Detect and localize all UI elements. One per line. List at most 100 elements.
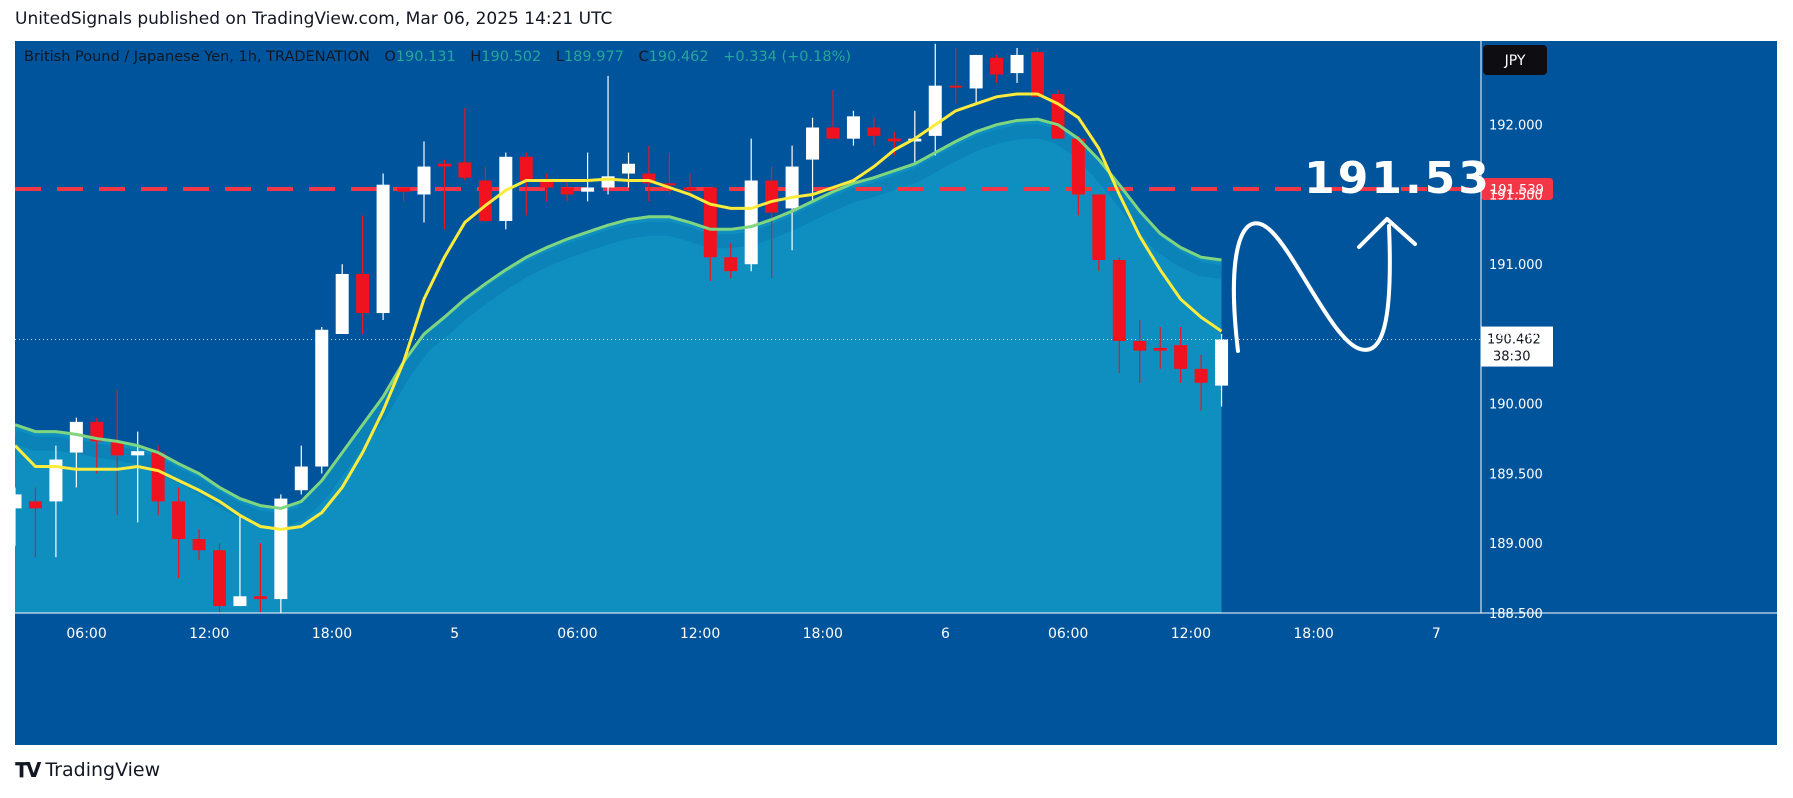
candle: [335, 264, 349, 334]
open-label: O: [384, 49, 395, 65]
close-value: 190.462: [649, 49, 709, 65]
ema-fast-line: [15, 92, 1223, 531]
candle-body: [969, 54, 983, 89]
candle-body: [662, 183, 676, 186]
candle: [28, 487, 42, 558]
currency-badge[interactable]: JPY: [1483, 45, 1547, 75]
close-label: C: [639, 49, 649, 65]
candle-body: [1133, 340, 1147, 351]
candle: [172, 487, 186, 579]
chart-legend: British Pound / Japanese Yen, 1h, TRADEN…: [24, 49, 851, 65]
candle-body: [417, 166, 431, 195]
x-tick-label: 12:00: [1171, 626, 1211, 642]
candle: [1194, 354, 1208, 411]
candle: [744, 138, 758, 272]
candle-body: [887, 138, 901, 142]
candle: [1051, 89, 1065, 139]
candle: [581, 152, 595, 202]
candle-body: [683, 187, 697, 191]
candle: [192, 529, 206, 560]
candle: [15, 487, 22, 547]
candle-body: [335, 273, 349, 334]
candle-body: [397, 187, 411, 192]
candle-body: [990, 57, 1004, 75]
candle-body: [213, 550, 226, 607]
candle-body: [601, 176, 615, 188]
x-tick-label: 18:00: [312, 626, 352, 642]
x-tick-label: 06:00: [66, 626, 106, 642]
candle: [867, 117, 881, 146]
candle: [315, 327, 329, 474]
open-value: 190.131: [396, 49, 456, 65]
x-tick-label: 06:00: [557, 626, 597, 642]
candle: [376, 173, 390, 321]
candle-body: [1153, 347, 1167, 351]
candle-body: [581, 187, 595, 192]
candle: [642, 145, 656, 202]
candle: [437, 159, 451, 230]
candle: [806, 117, 820, 202]
candle: [560, 180, 574, 202]
x-tick-label: 6: [941, 626, 950, 642]
candle-body: [253, 596, 267, 600]
candle: [826, 89, 840, 139]
candle: [356, 215, 370, 334]
candle-body: [1112, 260, 1126, 341]
candle: [990, 54, 1004, 83]
x-tick-label: 12:00: [189, 626, 229, 642]
arrow-head: [1357, 217, 1417, 249]
projection-curve: [1231, 221, 1392, 353]
candle: [69, 417, 83, 488]
low-label: L: [556, 49, 564, 65]
candle-body: [151, 452, 165, 502]
candle: [1153, 327, 1167, 369]
change-value: +0.334 (+0.18%): [723, 49, 851, 65]
candle-body: [1010, 54, 1024, 74]
candle-body: [356, 273, 370, 314]
candle-body: [458, 162, 472, 178]
cloud-area: [15, 119, 1222, 613]
candle: [969, 54, 983, 104]
candle: [949, 47, 963, 104]
candle-body: [703, 187, 717, 258]
symbol-label: British Pound / Japanese Yen, 1h, TRADEN…: [24, 49, 370, 65]
candle: [253, 543, 267, 613]
candle-body: [274, 498, 288, 600]
candle: [765, 166, 779, 279]
price-chart[interactable]: 191.539 190.462 38:30 191.53 British Poun…: [15, 41, 1777, 745]
candle-body: [826, 127, 840, 139]
ema-layer: [15, 92, 1223, 531]
ema-slow-line: [15, 117, 1222, 510]
candle-body: [846, 116, 860, 139]
high-value: 190.502: [481, 49, 541, 65]
current-price-layer: 190.462 38:30: [15, 326, 1553, 367]
cloud-layer: [15, 119, 1223, 613]
candle-body: [15, 494, 22, 509]
candle-body: [1031, 52, 1044, 97]
candle: [151, 445, 165, 516]
candle-body: [172, 501, 186, 540]
candle-body: [560, 187, 574, 195]
y-tick-label: 188.500: [1489, 607, 1543, 622]
x-tick-label: 18:00: [803, 626, 843, 642]
candle: [213, 543, 226, 613]
tradingview-brand[interactable]: 𝐓V TradingView: [15, 758, 160, 782]
y-tick-label: 190.500: [1489, 328, 1543, 343]
candle-body: [1174, 345, 1188, 369]
y-tick-label: 191.000: [1489, 258, 1543, 273]
candle: [233, 515, 247, 607]
y-tick-label: 189.000: [1489, 537, 1543, 552]
candle-body: [765, 180, 779, 213]
candle: [397, 187, 411, 202]
candle: [519, 152, 533, 216]
y-tick-label: 190.000: [1489, 398, 1543, 413]
tradingview-logo-icon: 𝐓V: [15, 758, 41, 782]
candle-body: [724, 257, 738, 272]
candle: [1174, 327, 1188, 383]
candle: [478, 166, 492, 223]
candle-body: [1071, 138, 1085, 195]
candle: [540, 173, 554, 202]
candle-body: [1215, 339, 1229, 386]
candle-body: [49, 459, 63, 502]
candle: [1092, 194, 1106, 272]
